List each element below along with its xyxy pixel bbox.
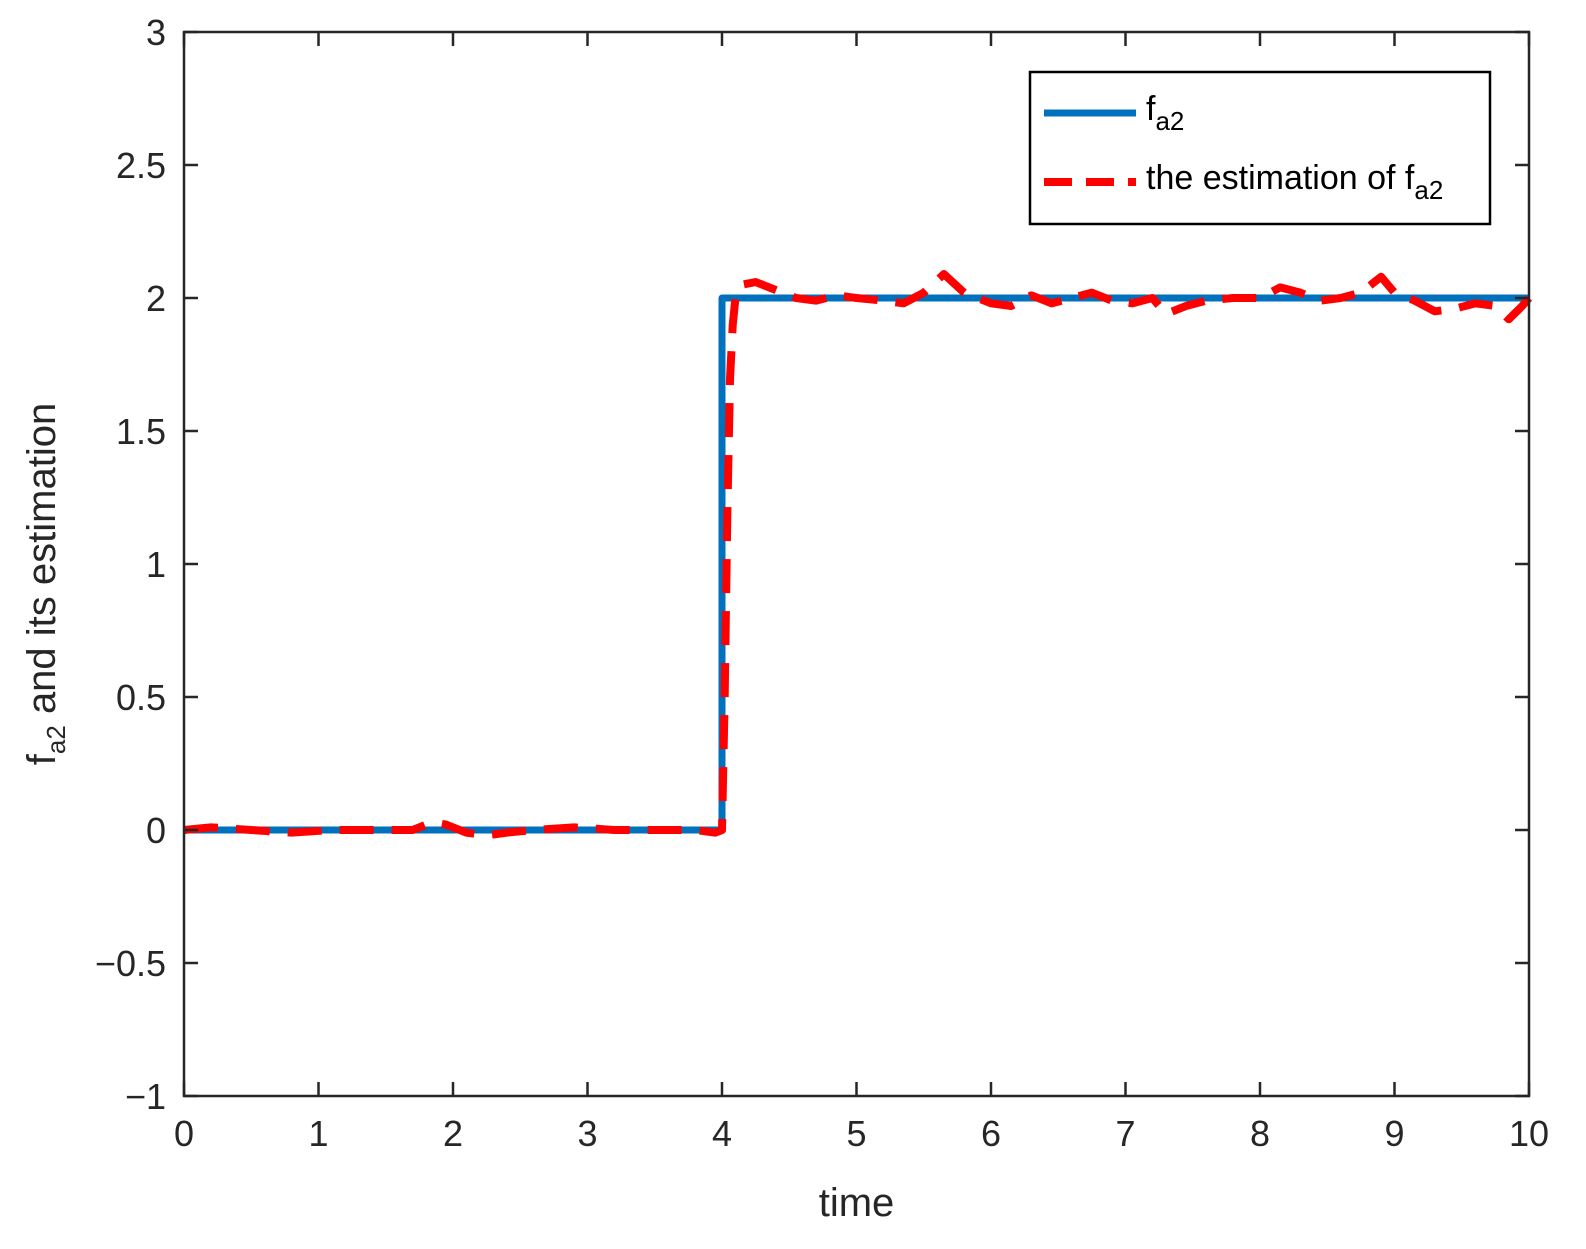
y-tick-label: −1	[125, 1076, 166, 1117]
y-axis-ticks: −1 −0.5 0 0.5 1 1.5 2 2.5 3	[95, 12, 1529, 1117]
x-tick-label: 6	[981, 1113, 1001, 1154]
y-tick-label: 2	[146, 278, 166, 319]
y-tick-label: 1	[146, 544, 166, 585]
y-tick-label: −0.5	[95, 943, 166, 984]
y-axis-label-rest: and its estimation	[20, 403, 64, 725]
legend-entry-estimation: the estimation of fa2	[1146, 159, 1443, 205]
y-axis-label-subscript: a2	[41, 725, 71, 754]
y-tick-label: 2.5	[116, 145, 166, 186]
x-tick-label: 9	[1384, 1113, 1404, 1154]
x-tick-label: 4	[712, 1113, 732, 1154]
legend-box	[1028, 70, 1492, 226]
y-tick-label: 0.5	[116, 677, 166, 718]
y-axis-label: fa2 and its estimation	[20, 403, 71, 765]
x-tick-label: 8	[1250, 1113, 1270, 1154]
x-tick-label: 5	[846, 1113, 866, 1154]
y-axis-label-main: f	[20, 753, 64, 765]
x-tick-label: 10	[1509, 1113, 1549, 1154]
x-axis-label: time	[819, 1181, 895, 1225]
y-tick-label: 1.5	[116, 411, 166, 452]
legend: fa2 the estimation of fa2	[1028, 70, 1492, 226]
y-tick-label: 3	[146, 12, 166, 53]
x-tick-label: 1	[308, 1113, 328, 1154]
y-tick-label: 0	[146, 810, 166, 851]
x-tick-label: 7	[1115, 1113, 1135, 1154]
series-line-1	[183, 270, 1533, 840]
x-tick-label: 3	[577, 1113, 597, 1154]
legend-entry-f-a2: fa2	[1146, 90, 1184, 136]
x-tick-label: 2	[443, 1113, 463, 1154]
x-axis-ticks: 0 1 2 3 4 5 6 7 8 9 10	[174, 32, 1549, 1154]
series-layer	[183, 270, 1533, 840]
x-tick-label: 0	[174, 1113, 194, 1154]
